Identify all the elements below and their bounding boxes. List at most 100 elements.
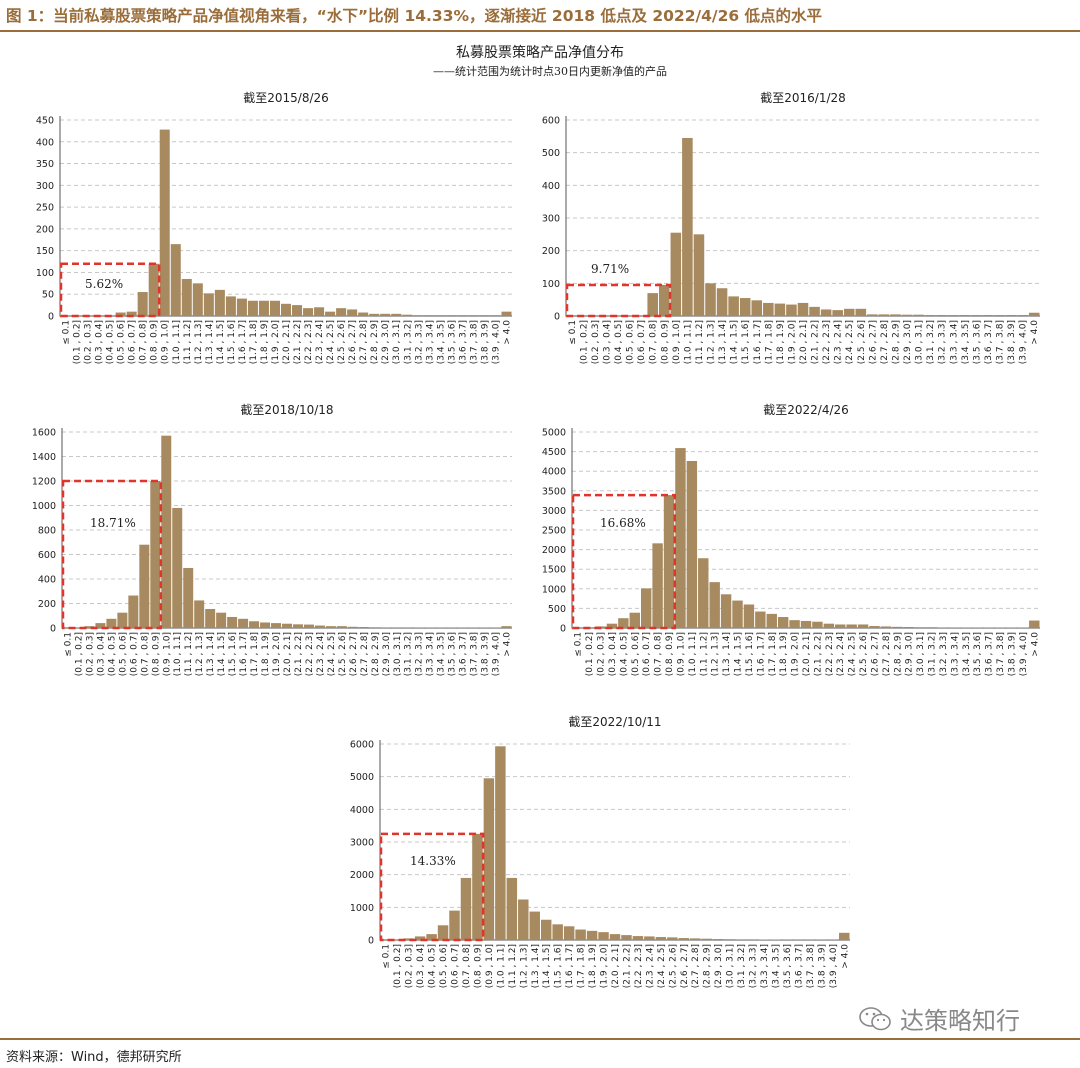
- bar: [839, 932, 850, 940]
- bar: [95, 623, 106, 628]
- bar: [705, 283, 716, 316]
- bar: [260, 622, 271, 628]
- bar: [369, 313, 380, 316]
- bar: [1005, 315, 1017, 316]
- bar: [303, 308, 314, 316]
- x-tick-label: (3.0 , 3.1]: [393, 632, 403, 676]
- x-tick-label: (0.6 , 0.7]: [637, 320, 647, 364]
- bar: [832, 310, 843, 316]
- bar: [743, 604, 755, 628]
- x-tick-label: (1.5 , 1.6]: [227, 320, 237, 364]
- bar: [606, 623, 618, 628]
- x-tick-label: (2.0 , 2.1]: [282, 320, 292, 364]
- bar: [857, 624, 869, 628]
- bar: [205, 609, 216, 628]
- bar: [518, 899, 529, 940]
- underwater-box: [61, 479, 163, 630]
- x-tick-label: (3.2 , 3.3]: [414, 320, 424, 364]
- bar: [789, 620, 800, 628]
- x-tick-label: (3.7 , 3.8]: [806, 944, 816, 988]
- y-tick-label: 1000: [350, 903, 374, 914]
- x-tick-label: (3.5 , 3.6]: [973, 632, 983, 676]
- bar: [314, 625, 325, 628]
- bar: [380, 627, 391, 628]
- x-tick-label: (3.4 , 3.5]: [771, 944, 781, 988]
- x-tick-label: (0.7 , 0.8]: [462, 944, 472, 988]
- x-tick-label: (1.3 , 1.4]: [206, 632, 216, 676]
- x-tick-label: ≤ 0.1: [568, 320, 578, 345]
- bar: [495, 746, 506, 940]
- underwater-percent-label: 16.68%: [600, 516, 646, 530]
- x-tick-label: (0.4 , 0.5]: [614, 320, 624, 364]
- x-tick-label: ≤ 0.1: [63, 632, 73, 657]
- bar: [282, 623, 292, 628]
- x-tick-label: (3.5 , 3.6]: [783, 944, 793, 988]
- histogram-2018-10-18: 截至2018/10/18 0 200 400 600 800 1000 1200 1400 160…: [32, 403, 513, 676]
- y-tick-label: 200: [38, 599, 56, 610]
- x-tick-label: (0.5 , 0.6]: [118, 632, 128, 676]
- bar: [670, 232, 682, 316]
- x-tick-label: (3.3 , 3.4]: [760, 944, 770, 988]
- x-tick-label: (1.6 , 1.7]: [239, 632, 249, 676]
- x-tick-label: (3.4 , 3.5]: [961, 320, 971, 364]
- x-tick-label: (3.6 , 3.7]: [459, 632, 469, 676]
- bar: [468, 315, 479, 316]
- x-tick-label: (2.6 , 2.7]: [680, 944, 690, 988]
- x-tick-label: > 4.0: [1030, 320, 1040, 345]
- bar: [1029, 620, 1040, 628]
- y-tick-label: 300: [542, 214, 560, 225]
- x-tick-label: (1.2 , 1.3]: [195, 632, 205, 676]
- bar: [647, 293, 658, 316]
- y-tick-label: 1400: [32, 452, 56, 463]
- x-tick-label: (0.4 , 0.5]: [106, 320, 116, 364]
- x-tick-label: (3.5 , 3.6]: [447, 320, 457, 364]
- y-tick-label: 4000: [542, 467, 566, 478]
- x-tick-label: (2.3 , 2.4]: [836, 632, 846, 676]
- bottom-rule: [0, 1038, 1080, 1040]
- x-tick-label: (0.2 , 0.3]: [405, 944, 415, 988]
- bar: [763, 302, 774, 316]
- source-note: 资料来源：Wind，德邦研究所: [6, 1050, 182, 1065]
- x-tick-label: (0.4 , 0.5]: [428, 944, 438, 988]
- x-tick-label: (2.4 , 2.5]: [326, 320, 336, 364]
- bar: [172, 507, 183, 628]
- bar: [1028, 312, 1040, 316]
- bar: [460, 877, 472, 940]
- x-tick-label: (2.2 , 2.3]: [304, 320, 314, 364]
- x-tick-label: (0.9 , 1.0]: [485, 944, 495, 988]
- x-tick-label: (1.9 , 2.0]: [272, 632, 282, 676]
- x-tick-label: (1.9 , 2.0]: [271, 320, 281, 364]
- bar: [777, 617, 789, 628]
- y-tick-label: 100: [36, 268, 54, 279]
- x-tick-label: (2.3 , 2.4]: [315, 320, 325, 364]
- x-tick-label: (1.8 , 1.9]: [779, 632, 789, 676]
- x-tick-label: (1.0 , 1.1]: [688, 632, 698, 676]
- bar: [712, 939, 724, 940]
- x-tick-label: (1.5 , 1.6]: [741, 320, 751, 364]
- bar: [869, 626, 880, 628]
- x-tick-label: (0.8 , 0.9]: [665, 632, 675, 676]
- x-tick-label: (1.4 , 1.5]: [734, 632, 744, 676]
- x-tick-label: (1.0 , 1.1]: [496, 944, 506, 988]
- x-tick-label: (0.6 , 0.7]: [642, 632, 652, 676]
- wechat-icon: [859, 1006, 891, 1030]
- y-tick-label: 200: [36, 224, 54, 235]
- x-tick-label: (1.1 , 1.2]: [184, 632, 194, 676]
- x-tick-label: (1.5 , 1.6]: [745, 632, 755, 676]
- bar: [413, 315, 424, 316]
- x-tick-label: (1.1 , 1.2]: [699, 632, 709, 676]
- x-tick-label: (3.7 , 3.8]: [996, 320, 1006, 364]
- figure-title: 图 1：当前私募股票策略产品净值视角来看，“水下”比例 14.33%，逐渐接近 …: [6, 7, 823, 25]
- bar: [181, 278, 192, 316]
- y-tick-label: 450: [36, 116, 54, 127]
- x-tick-label: ≤ 0.1: [62, 320, 72, 345]
- bar: [880, 626, 892, 628]
- x-tick-label: (2.8 , 2.9]: [893, 632, 903, 676]
- y-tick-label: 500: [548, 604, 566, 615]
- bar: [506, 877, 518, 940]
- x-tick-label: (2.9 , 3.0]: [382, 632, 392, 676]
- y-tick-label: 150: [36, 246, 54, 257]
- bar: [271, 623, 282, 628]
- x-tick-label: (0.2 , 0.3]: [85, 632, 95, 676]
- bar: [391, 627, 402, 628]
